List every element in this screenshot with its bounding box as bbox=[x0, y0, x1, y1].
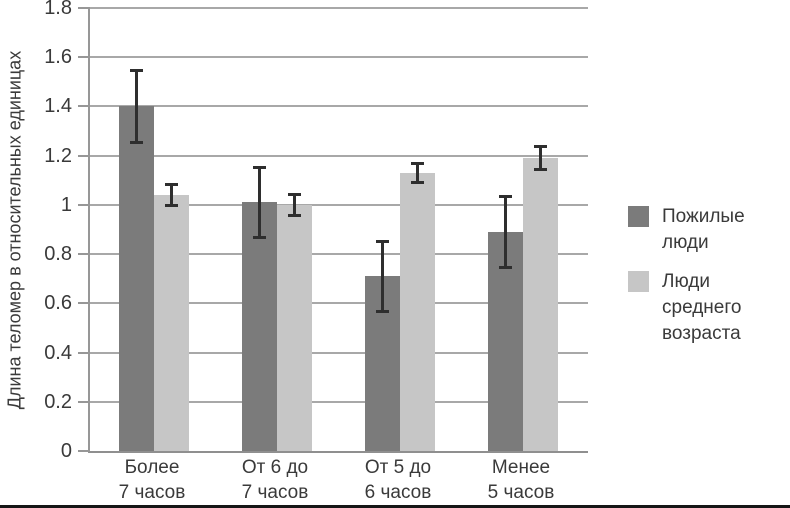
x-category-label-line: От 6 до bbox=[241, 457, 309, 478]
x-category-label: Менее 5 часов bbox=[461, 455, 581, 505]
y-tick-label: 1.6 bbox=[44, 46, 72, 69]
legend-swatch bbox=[628, 206, 649, 227]
y-axis-tick bbox=[78, 253, 90, 256]
y-tick-label: 0.6 bbox=[44, 292, 72, 315]
y-axis-tick bbox=[78, 351, 90, 354]
gridline bbox=[90, 351, 588, 354]
y-axis-tick bbox=[78, 450, 90, 452]
bar bbox=[277, 204, 312, 451]
gridline bbox=[90, 253, 588, 256]
x-category-label-line: Менее bbox=[491, 457, 551, 478]
x-category-label-line: 7 часов bbox=[241, 482, 309, 503]
page-edge-line bbox=[0, 505, 790, 508]
gridline bbox=[90, 400, 588, 403]
legend-label: Пожилые люди bbox=[662, 206, 745, 253]
error-bar-cap bbox=[130, 68, 143, 72]
error-bar-cap bbox=[130, 141, 143, 145]
gridline bbox=[90, 302, 588, 305]
error-bar bbox=[293, 193, 296, 216]
error-bar-cap bbox=[288, 213, 301, 217]
x-category-label: Более 7 часов bbox=[92, 455, 212, 505]
y-axis-tick bbox=[78, 400, 90, 403]
error-bar bbox=[135, 69, 138, 144]
bar bbox=[242, 202, 277, 451]
legend-item: Люди среднего возраста bbox=[628, 269, 790, 347]
y-tick-label: 0.8 bbox=[44, 243, 72, 266]
y-tick-label: 1 bbox=[60, 193, 72, 216]
legend-item: Пожилые люди bbox=[628, 204, 790, 256]
x-category-label-line: 7 часов bbox=[118, 482, 186, 503]
gridline bbox=[90, 7, 588, 9]
error-bar-cap bbox=[411, 162, 424, 166]
error-bar-cap bbox=[499, 265, 512, 269]
x-category-label-line: Более bbox=[124, 457, 180, 478]
error-bar-cap bbox=[165, 182, 178, 186]
y-axis-title: Длина теломер в относительных единицах bbox=[4, 50, 25, 410]
error-bar-cap bbox=[253, 236, 266, 240]
bar bbox=[523, 158, 558, 451]
error-bar bbox=[416, 163, 419, 183]
bar bbox=[154, 195, 189, 451]
y-axis-tick bbox=[78, 7, 90, 9]
error-bar bbox=[258, 166, 261, 239]
plot-area bbox=[78, 7, 588, 453]
error-bar bbox=[381, 240, 384, 312]
x-category-label-line: 6 часов bbox=[364, 482, 432, 503]
gridline bbox=[90, 203, 588, 206]
error-bar-cap bbox=[534, 144, 547, 148]
x-category-label-line: От 5 до bbox=[364, 457, 432, 478]
error-bar-cap bbox=[376, 309, 389, 313]
x-category-label: От 6 до 7 часов bbox=[215, 455, 335, 505]
y-axis-tick bbox=[78, 302, 90, 305]
legend-swatch bbox=[628, 271, 649, 292]
error-bar-cap bbox=[165, 204, 178, 208]
error-bar bbox=[504, 196, 507, 268]
y-tick-label: 1.8 bbox=[44, 0, 72, 19]
error-bar-cap bbox=[534, 168, 547, 172]
y-axis-tick bbox=[78, 105, 90, 108]
y-axis-tick bbox=[78, 154, 90, 157]
gridline bbox=[90, 105, 588, 108]
gridline bbox=[90, 56, 588, 59]
gridline bbox=[90, 154, 588, 157]
error-bar-cap bbox=[288, 192, 301, 196]
x-category-label: От 5 до 6 часов bbox=[338, 455, 458, 505]
legend-label: Люди среднего возраста bbox=[662, 271, 742, 344]
y-tick-label: 0.2 bbox=[44, 390, 72, 413]
error-bar-cap bbox=[376, 239, 389, 243]
error-bar-cap bbox=[499, 195, 512, 199]
legend: Пожилые люди Люди среднего возраста bbox=[628, 204, 790, 347]
error-bar bbox=[170, 183, 173, 207]
x-category-label-line: 5 часов bbox=[487, 482, 555, 503]
y-tick-label: 1.4 bbox=[44, 95, 72, 118]
error-bar bbox=[539, 145, 542, 171]
y-tick-label: 0 bbox=[60, 440, 72, 462]
error-bar-cap bbox=[411, 180, 424, 184]
bar bbox=[119, 106, 154, 451]
y-axis-tick bbox=[78, 203, 90, 206]
y-axis-tick bbox=[78, 56, 90, 59]
y-tick-label: 0.4 bbox=[44, 341, 72, 364]
y-tick-label: 1.2 bbox=[44, 144, 72, 167]
error-bar-cap bbox=[253, 165, 266, 169]
bar bbox=[400, 172, 435, 451]
